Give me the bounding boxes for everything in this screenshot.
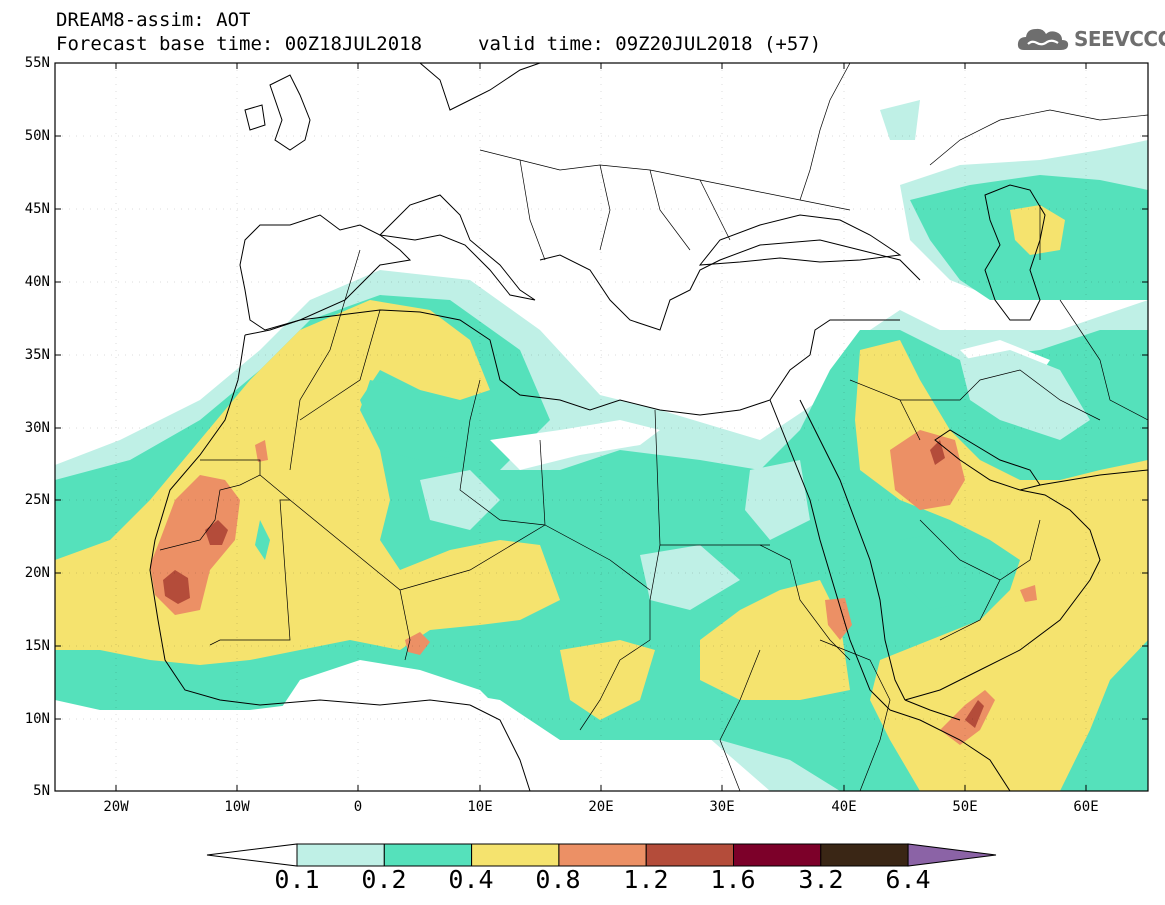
- colorbar-label: 1.2: [623, 865, 669, 894]
- colorbar-label: 0.8: [535, 865, 581, 894]
- graticule: [55, 63, 1148, 791]
- lon-label: 0: [353, 799, 363, 815]
- lon-label: 10E: [467, 799, 493, 815]
- seevccc-logo: SEEVCCC: [1016, 24, 1165, 54]
- cloud-icon: [1017, 28, 1069, 50]
- lat-label: 20N: [24, 565, 50, 581]
- lon-label: 40E: [831, 799, 857, 815]
- lon-label: 50E: [952, 799, 978, 815]
- colorbar-label: 1.6: [710, 865, 756, 894]
- lat-label: 30N: [24, 420, 50, 436]
- lat-label: 25N: [24, 492, 50, 508]
- lat-label: 15N: [24, 638, 50, 654]
- lon-label: 60E: [1073, 799, 1099, 815]
- lat-label: 40N: [24, 274, 50, 290]
- aot-band-0.1-inner: [420, 350, 1090, 610]
- lat-label: 55N: [24, 55, 50, 71]
- colorbar-label: 6.4: [885, 865, 931, 894]
- colorbar-label: 0.4: [448, 865, 494, 894]
- lon-label: 20E: [588, 799, 614, 815]
- coastlines: [149, 63, 1148, 791]
- lat-label: 50N: [24, 128, 50, 144]
- map-title: DREAM8-assim: AOT: [56, 9, 251, 31]
- country-borders: [159, 63, 1148, 791]
- colorbar-label: 0.2: [361, 865, 407, 894]
- lon-label: 10W: [224, 799, 250, 815]
- colorbar-label: 0.1: [274, 865, 320, 894]
- lon-label: 20W: [103, 799, 129, 815]
- lat-label: 10N: [24, 711, 50, 727]
- lat-label: 45N: [24, 201, 50, 217]
- logo-text: SEEVCCC: [1074, 27, 1165, 51]
- axis-ticks: [55, 62, 1148, 792]
- valid-time: valid time: 09Z20JUL2018 (+57): [478, 33, 822, 55]
- colorbar-label: 3.2: [798, 865, 844, 894]
- lat-label: 35N: [24, 347, 50, 363]
- lat-label: 5N: [33, 783, 50, 799]
- aot-band-1.2: [163, 440, 984, 728]
- lon-label: 30E: [709, 799, 735, 815]
- aot-band-0.2-inner: [255, 380, 1000, 610]
- forecast-base-time: Forecast base time: 00Z18JUL2018: [56, 33, 423, 55]
